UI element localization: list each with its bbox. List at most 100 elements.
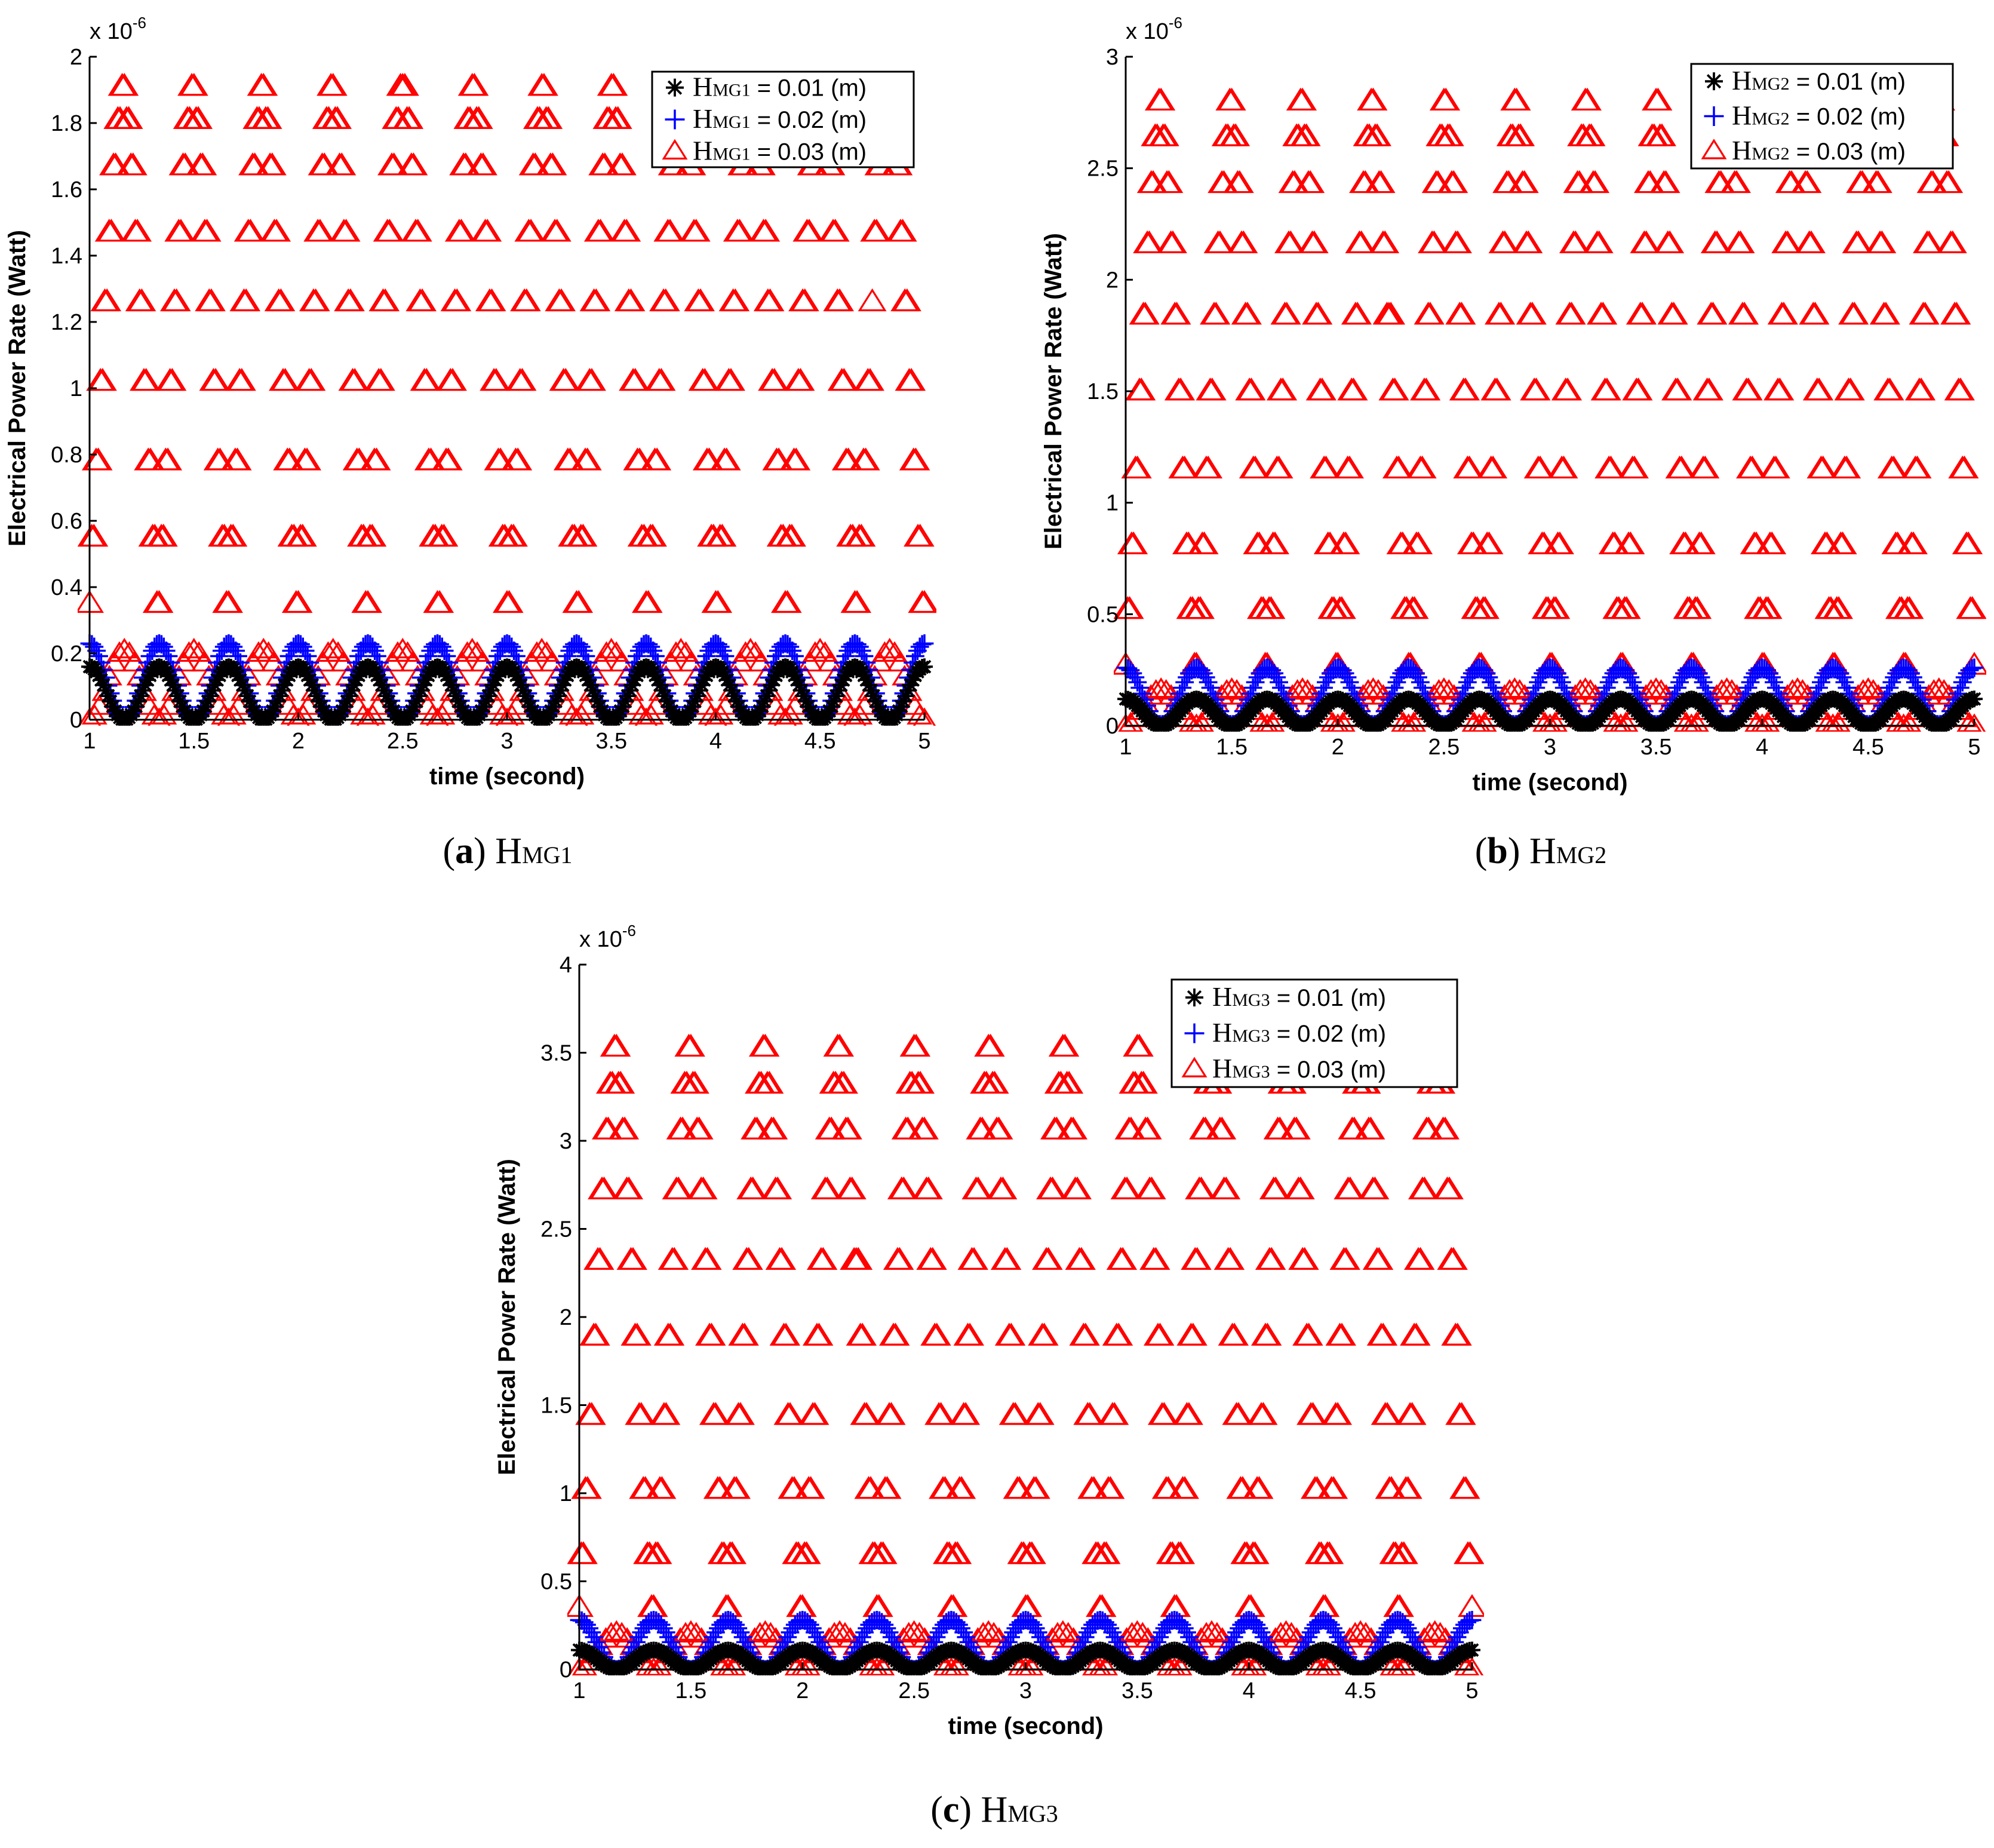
plus-marker bbox=[1618, 664, 1637, 683]
y-tick-label: 1 bbox=[1106, 491, 1119, 516]
triangle-marker bbox=[646, 1655, 672, 1675]
legend-rest: = 0.02 (m) bbox=[751, 107, 867, 133]
triangle-marker bbox=[1561, 230, 1590, 253]
y-tick-label: 0.6 bbox=[51, 509, 82, 534]
triangle-marker bbox=[1187, 1176, 1216, 1199]
triangle-marker bbox=[1663, 377, 1692, 401]
triangle-marker bbox=[1224, 679, 1250, 700]
triangle-marker bbox=[1359, 87, 1388, 111]
plus-marker bbox=[1098, 1615, 1117, 1634]
triangle-marker bbox=[156, 694, 182, 715]
triangle-marker bbox=[1119, 531, 1148, 554]
triangle-marker bbox=[1280, 170, 1309, 194]
asterisk-marker bbox=[786, 667, 803, 684]
triangle-marker bbox=[1017, 1541, 1046, 1564]
plus-marker bbox=[1194, 664, 1213, 683]
triangle-marker bbox=[1302, 1476, 1332, 1499]
asterisk-marker bbox=[343, 682, 360, 699]
legend-rest: = 0.03 (m) bbox=[751, 139, 867, 165]
triangle-marker bbox=[1393, 1476, 1422, 1499]
series-triangle-group bbox=[1114, 87, 1986, 732]
plus-marker bbox=[572, 1611, 591, 1630]
triangle-marker bbox=[1397, 713, 1420, 732]
triangle-marker bbox=[181, 637, 207, 659]
asterisk-marker bbox=[621, 682, 638, 699]
plus-marker bbox=[850, 1632, 869, 1651]
triangle-marker bbox=[249, 73, 278, 96]
triangle-marker bbox=[603, 1620, 629, 1641]
triangle-marker bbox=[1377, 1476, 1406, 1499]
y-tick-label: 1.2 bbox=[51, 310, 82, 335]
triangle-marker bbox=[1153, 679, 1179, 700]
triangle-marker bbox=[1212, 1176, 1241, 1199]
legend-box bbox=[1170, 978, 1458, 1088]
plus-marker bbox=[1267, 668, 1286, 687]
plus-marker bbox=[1299, 1628, 1318, 1647]
triangle-marker bbox=[1584, 230, 1614, 253]
asterisk-marker bbox=[832, 676, 850, 693]
triangle-marker bbox=[1784, 677, 1811, 698]
asterisk-marker bbox=[823, 698, 840, 715]
triangle-marker bbox=[486, 447, 515, 471]
triangle-marker bbox=[1406, 1247, 1435, 1270]
triangle-marker bbox=[827, 1620, 853, 1641]
triangle-marker bbox=[625, 447, 655, 471]
asterisk-marker bbox=[169, 687, 186, 705]
triangle-marker bbox=[683, 1622, 709, 1643]
triangle-marker bbox=[877, 637, 903, 659]
asterisk-marker bbox=[656, 687, 674, 705]
triangle-marker bbox=[892, 288, 921, 312]
triangle-marker bbox=[1541, 595, 1571, 619]
asterisk-marker bbox=[791, 676, 808, 693]
triangle-marker bbox=[1789, 679, 1815, 700]
triangle-marker bbox=[984, 1116, 1013, 1140]
plus-marker bbox=[1621, 668, 1640, 687]
asterisk-marker bbox=[515, 682, 532, 699]
legend-rest: = 0.01 (m) bbox=[1790, 69, 1906, 95]
triangle-marker bbox=[1730, 302, 1759, 325]
triangle-marker bbox=[1170, 1476, 1199, 1499]
plus-marker bbox=[1249, 1619, 1268, 1638]
plus-marker bbox=[1409, 668, 1427, 687]
plus-marker bbox=[154, 637, 173, 656]
triangle-marker bbox=[577, 367, 606, 391]
triangle-marker bbox=[1517, 302, 1547, 325]
triangle-marker bbox=[504, 694, 530, 715]
triangle-marker bbox=[594, 1116, 623, 1140]
asterisk-marker bbox=[626, 671, 643, 689]
triangle-marker bbox=[1304, 302, 1333, 325]
plus-marker bbox=[1479, 668, 1498, 687]
triangle-marker bbox=[327, 152, 357, 176]
triangle-marker bbox=[1490, 230, 1519, 253]
legend-h: H bbox=[1732, 100, 1752, 131]
plus-marker bbox=[795, 1611, 815, 1630]
asterisk-marker bbox=[97, 682, 115, 699]
plus-marker bbox=[1123, 664, 1142, 683]
triangle-marker bbox=[1529, 531, 1559, 554]
asterisk-marker bbox=[865, 687, 882, 705]
y-tick-label: 0.5 bbox=[1087, 602, 1119, 627]
asterisk-marker bbox=[862, 682, 880, 699]
y-tick-label: 1.8 bbox=[51, 111, 82, 136]
plus-marker bbox=[627, 1632, 646, 1651]
triangle-marker bbox=[1104, 1322, 1133, 1346]
triangle-marker bbox=[1299, 230, 1329, 253]
triangle-marker bbox=[1573, 87, 1602, 111]
asterisk-marker bbox=[519, 693, 536, 710]
triangle-marker bbox=[1191, 1116, 1220, 1140]
triangle-marker bbox=[340, 367, 370, 391]
asterisk-marker bbox=[521, 698, 539, 715]
asterisk-marker bbox=[893, 698, 910, 715]
triangle-marker bbox=[585, 1247, 615, 1270]
triangle-marker bbox=[1565, 170, 1594, 194]
legend-marker-icon bbox=[1184, 1023, 1205, 1043]
triangle-marker bbox=[494, 590, 524, 613]
plus-marker bbox=[701, 1632, 720, 1651]
triangle-marker bbox=[634, 590, 663, 613]
asterisk-marker bbox=[195, 702, 212, 720]
asterisk-marker bbox=[557, 671, 574, 689]
triangle-marker bbox=[1753, 595, 1783, 619]
triangle-marker bbox=[1241, 455, 1270, 479]
triangle-marker bbox=[1467, 713, 1491, 732]
triangle-marker bbox=[1240, 1541, 1270, 1564]
